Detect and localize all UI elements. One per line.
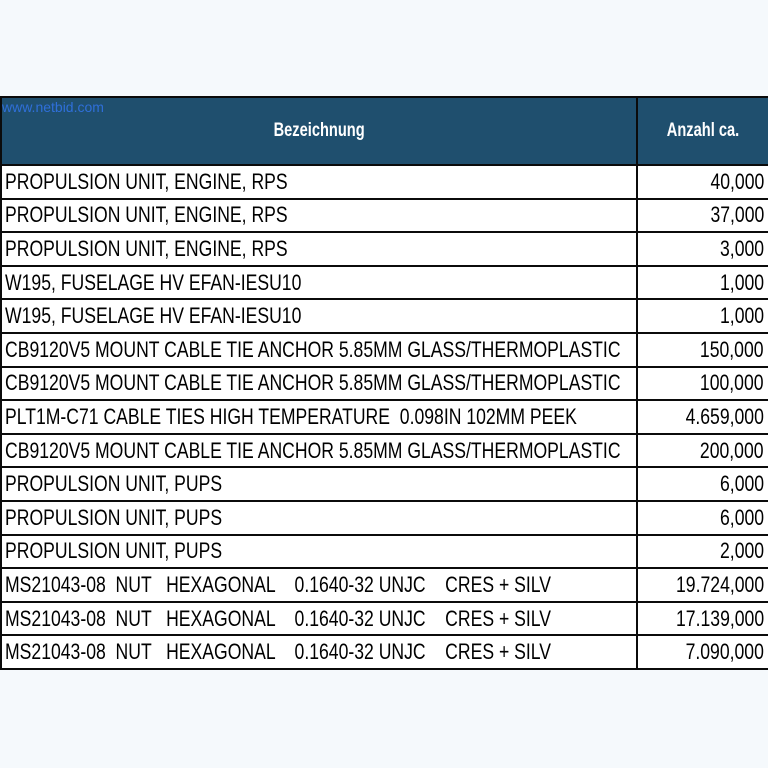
table-row: PROPULSION UNIT, ENGINE, RPS 40,000 — [2, 166, 768, 200]
quantity-cell: 19.724,000 — [638, 569, 768, 601]
table-row: CB9120V5 MOUNT CABLE TIE ANCHOR 5.85MM G… — [2, 367, 768, 402]
quantity-cell: 200,000 — [638, 435, 768, 467]
description-cell: CB9120V5 MOUNT CABLE TIE ANCHOR 5.85MM G… — [2, 333, 638, 366]
quantity-cell: 4.659,000 — [638, 401, 768, 433]
header-label-quantity: Anzahl ca. — [666, 120, 740, 141]
description-cell: MS21043-08 NUT HEXAGONAL 0.1640-32 UNJC … — [2, 636, 638, 668]
description-text: W195, FUSELAGE HV EFAN-IESU10 — [5, 303, 302, 329]
description-text: PROPULSION UNIT, PUPS — [5, 538, 223, 564]
table-row: CB9120V5 MOUNT CABLE TIE ANCHOR 5.85MM G… — [2, 434, 768, 469]
description-cell: MS21043-08 NUT HEXAGONAL 0.1640-32 UNJC … — [2, 569, 638, 601]
table-header-description: Bezeichnung — [2, 98, 638, 164]
quantity-text: 6,000 — [719, 504, 764, 530]
quantity-text: 17.139,000 — [675, 605, 764, 631]
quantity-text: 100,000 — [700, 370, 764, 396]
table-row: PROPULSION UNIT, PUPS 2,000 — [2, 535, 768, 570]
quantity-cell: 100,000 — [638, 368, 768, 400]
table-header-row: Bezeichnung Anzahl ca. www.netbid.com — [2, 98, 768, 166]
quantity-cell: 3,000 — [638, 233, 768, 265]
quantity-text: 3,000 — [719, 235, 764, 261]
header-label-description: Bezeichnung — [273, 120, 365, 141]
description-cell: PROPULSION UNIT, PUPS — [2, 468, 638, 500]
description-text: W195, FUSELAGE HV EFAN-IESU10 — [5, 269, 302, 295]
table-row: PROPULSION UNIT, PUPS 6,000 — [2, 468, 768, 502]
quantity-cell: 7.090,000 — [638, 636, 768, 668]
description-cell: PROPULSION UNIT, PUPS — [2, 535, 638, 568]
quantity-text: 4.659,000 — [685, 403, 764, 429]
table-body: PROPULSION UNIT, ENGINE, RPS 40,000 PROPUL… — [2, 166, 768, 670]
quantity-cell: 6,000 — [638, 468, 768, 500]
table-row: PROPULSION UNIT, ENGINE, RPS 37,000 — [2, 199, 768, 234]
table-row: CB9120V5 MOUNT CABLE TIE ANCHOR 5.85MM G… — [2, 333, 768, 368]
table-row: PROPULSION UNIT, PUPS 6,000 — [2, 501, 768, 536]
quantity-cell: 6,000 — [638, 502, 768, 534]
description-text: MS21043-08 NUT HEXAGONAL 0.1640-32 UNJC … — [5, 605, 551, 631]
quantity-cell: 37,000 — [638, 200, 768, 232]
quantity-text: 40,000 — [710, 168, 764, 194]
quantity-cell: 2,000 — [638, 536, 768, 568]
table-row: PLT1M-C71 CABLE TIES HIGH TEMPERATURE 0.… — [2, 401, 768, 435]
description-text: MS21043-08 NUT HEXAGONAL 0.1640-32 UNJC … — [5, 639, 551, 665]
table-row: W195, FUSELAGE HV EFAN-IESU10 1,000 — [2, 266, 768, 301]
description-text: CB9120V5 MOUNT CABLE TIE ANCHOR 5.85MM G… — [5, 336, 621, 362]
description-cell: PROPULSION UNIT, ENGINE, RPS — [2, 233, 638, 265]
description-text: PROPULSION UNIT, PUPS — [5, 504, 223, 530]
description-cell: MS21043-08 NUT HEXAGONAL 0.1640-32 UNJC … — [2, 602, 638, 635]
description-cell: W195, FUSELAGE HV EFAN-IESU10 — [2, 300, 638, 332]
description-cell: PROPULSION UNIT, PUPS — [2, 501, 638, 534]
table-row: MS21043-08 NUT HEXAGONAL 0.1640-32 UNJC … — [2, 602, 768, 637]
item-table: Bezeichnung Anzahl ca. www.netbid.com PR… — [0, 96, 768, 670]
description-text: MS21043-08 NUT HEXAGONAL 0.1640-32 UNJC … — [5, 571, 551, 597]
quantity-cell: 40,000 — [638, 166, 768, 198]
quantity-cell: 150,000 — [638, 334, 768, 366]
description-text: PROPULSION UNIT, ENGINE, RPS — [5, 202, 288, 228]
quantity-text: 2,000 — [719, 538, 764, 564]
description-cell: CB9120V5 MOUNT CABLE TIE ANCHOR 5.85MM G… — [2, 434, 638, 467]
description-text: PLT1M-C71 CABLE TIES HIGH TEMPERATURE 0.… — [5, 403, 577, 429]
quantity-cell: 1,000 — [638, 267, 768, 299]
table-row: PROPULSION UNIT, ENGINE, RPS 3,000 — [2, 233, 768, 267]
description-text: CB9120V5 MOUNT CABLE TIE ANCHOR 5.85MM G… — [5, 370, 621, 396]
description-cell: PLT1M-C71 CABLE TIES HIGH TEMPERATURE 0.… — [2, 401, 638, 433]
quantity-text: 200,000 — [700, 437, 764, 463]
quantity-text: 1,000 — [719, 303, 764, 329]
table-row: MS21043-08 NUT HEXAGONAL 0.1640-32 UNJC … — [2, 636, 768, 670]
table-header-quantity: Anzahl ca. — [638, 98, 768, 164]
quantity-text: 1,000 — [719, 269, 764, 295]
description-text: PROPULSION UNIT, PUPS — [5, 471, 223, 497]
quantity-text: 37,000 — [710, 202, 764, 228]
quantity-cell: 17.139,000 — [638, 603, 768, 635]
description-cell: W195, FUSELAGE HV EFAN-IESU10 — [2, 266, 638, 299]
table-row: MS21043-08 NUT HEXAGONAL 0.1640-32 UNJC … — [2, 569, 768, 603]
description-cell: PROPULSION UNIT, ENGINE, RPS — [2, 199, 638, 232]
quantity-text: 19.724,000 — [675, 571, 764, 597]
quantity-cell: 1,000 — [638, 300, 768, 332]
quantity-text: 150,000 — [700, 336, 764, 362]
watermark: www.netbid.com — [2, 99, 104, 115]
description-text: CB9120V5 MOUNT CABLE TIE ANCHOR 5.85MM G… — [5, 437, 621, 463]
table-row: W195, FUSELAGE HV EFAN-IESU10 1,000 — [2, 300, 768, 334]
description-text: PROPULSION UNIT, ENGINE, RPS — [5, 168, 288, 194]
description-cell: CB9120V5 MOUNT CABLE TIE ANCHOR 5.85MM G… — [2, 367, 638, 400]
description-text: PROPULSION UNIT, ENGINE, RPS — [5, 235, 288, 261]
quantity-text: 6,000 — [719, 471, 764, 497]
description-cell: PROPULSION UNIT, ENGINE, RPS — [2, 166, 638, 198]
quantity-text: 7.090,000 — [685, 639, 764, 665]
